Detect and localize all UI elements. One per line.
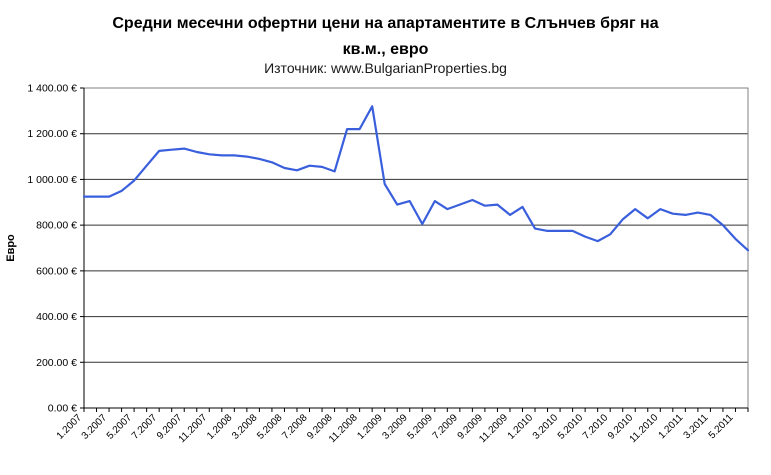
chart-title: Средни месечни офертни цени на апартамен… <box>0 11 771 63</box>
y-axis-title: Евро <box>5 234 17 262</box>
y-tick-label: 200.00 € <box>36 357 77 369</box>
x-tick-label: 7.2010 <box>581 412 611 442</box>
y-tick-label: 400.00 € <box>36 311 77 323</box>
x-tick-label: 7.2009 <box>431 412 461 442</box>
x-tick-label: 1.2009 <box>355 412 385 442</box>
x-tick-label: 3.2010 <box>531 412 561 442</box>
y-tick-label: 0.00 € <box>48 403 77 415</box>
y-tick-label: 1 400.00 € <box>27 83 77 95</box>
y-tick-label: 1 200.00 € <box>27 128 77 140</box>
x-tick-label: 7.2008 <box>280 412 310 442</box>
x-tick-label: 7.2007 <box>130 412 160 442</box>
x-tick-label: 3.2009 <box>380 412 410 442</box>
chart-title-line2: кв.м., евро <box>342 41 429 58</box>
chart-subtitle: Източник: www.BulgarianProperties.bg <box>264 60 507 76</box>
x-tick-label: 5.2011 <box>707 412 736 441</box>
x-tick-label: 5.2010 <box>556 412 586 442</box>
x-tick-label: 11.2008 <box>327 412 360 445</box>
y-tick-label: 800.00 € <box>36 220 77 232</box>
x-tick-label: 5.2009 <box>406 412 436 442</box>
x-tick-label: 1.2008 <box>205 412 235 442</box>
x-tick-label: 5.2007 <box>105 412 135 442</box>
x-tick-label: 1.2007 <box>55 412 85 442</box>
x-tick-label: 11.2009 <box>477 412 510 445</box>
y-tick-label: 1 000.00 € <box>27 174 77 186</box>
price-line <box>82 105 750 252</box>
x-tick-label: 11.2010 <box>628 412 661 445</box>
x-tick-label: 3.2011 <box>682 412 711 441</box>
y-tick-label: 600.00 € <box>36 265 77 277</box>
x-tick-label: 3.2007 <box>80 412 110 442</box>
x-tick-label: 5.2008 <box>255 412 285 442</box>
x-tick-label: 11.2007 <box>177 412 210 445</box>
chart-title-line1: Средни месечни офертни цени на апартамен… <box>112 15 659 32</box>
x-tick-label: 3.2008 <box>230 412 260 442</box>
x-tick-label: 1.2011 <box>657 412 686 441</box>
plot-border <box>83 87 749 409</box>
x-tick-label: 1.2010 <box>506 412 536 442</box>
